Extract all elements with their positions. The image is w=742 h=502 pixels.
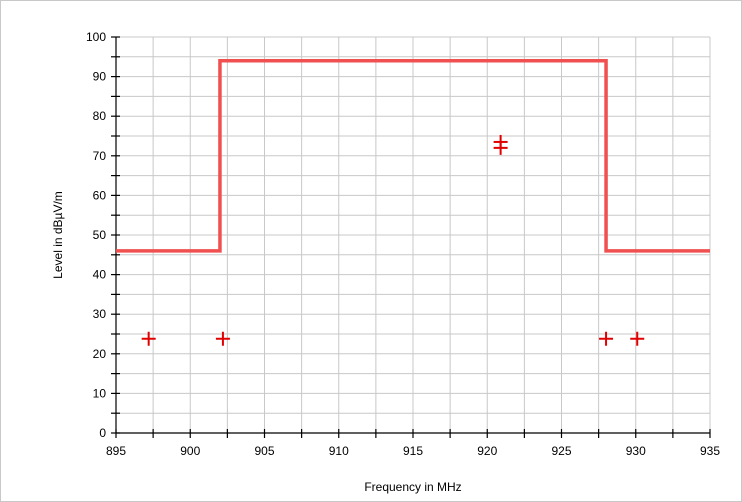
x-tick-label: 925 — [551, 444, 571, 458]
x-tick-label: 920 — [477, 444, 497, 458]
y-axis-title: Level in dBµV/m — [51, 191, 65, 279]
x-axis-title: Frequency in MHz — [364, 480, 461, 494]
y-tick-label: 90 — [93, 70, 107, 84]
x-tick-label: 895 — [106, 444, 126, 458]
data-point-marker — [141, 331, 156, 346]
x-tick-label: 910 — [329, 444, 349, 458]
x-tick-label: 905 — [254, 444, 274, 458]
grid — [116, 36, 711, 433]
y-tick-label: 10 — [93, 386, 107, 400]
x-tick-label: 930 — [626, 444, 646, 458]
data-point-marker — [630, 331, 645, 346]
y-tick-label: 70 — [93, 149, 107, 163]
data-point-marker — [493, 140, 508, 155]
series — [116, 59, 710, 346]
data-point-marker — [215, 331, 230, 346]
y-tick-label: 80 — [93, 109, 107, 123]
y-tick-label: 20 — [93, 347, 107, 361]
limit-line — [116, 59, 710, 253]
y-tick-label: 0 — [99, 426, 106, 440]
y-tick-label: 60 — [93, 188, 107, 202]
y-tick-label: 100 — [86, 30, 106, 44]
data-point-marker — [599, 331, 614, 346]
x-tick-label: 900 — [180, 444, 200, 458]
y-tick-label: 40 — [93, 268, 107, 282]
axes: 0 10 20 30 40 50 60 70 80 90 100 895 900 905 910 915 920… — [86, 30, 720, 458]
y-tick-label: 50 — [93, 228, 107, 242]
x-tick-label: 915 — [403, 444, 423, 458]
x-tick-label: 935 — [700, 444, 720, 458]
y-tick-label: 30 — [93, 307, 107, 321]
